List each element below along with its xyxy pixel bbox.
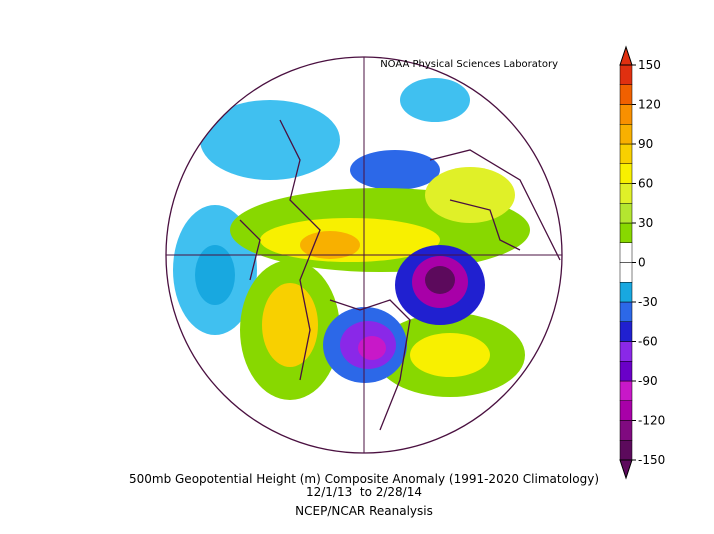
globe-outline xyxy=(165,56,563,454)
colorbar-band xyxy=(619,163,633,184)
anomaly-area xyxy=(410,333,490,377)
colorbar-tick-label: -90 xyxy=(638,374,658,388)
colorbar-band xyxy=(619,143,633,164)
colorbar-band xyxy=(619,242,633,263)
colorbar-tick-label: 150 xyxy=(638,58,661,72)
colorbar-tick-label: -60 xyxy=(638,335,658,349)
map xyxy=(166,57,562,453)
colorbar-band xyxy=(619,203,633,224)
colorbar-band xyxy=(619,282,633,303)
caption-source: NCEP/NCAR Reanalysis xyxy=(295,504,433,518)
colorbar-band xyxy=(619,262,633,283)
colorbar-band xyxy=(619,124,633,145)
colorbar-band xyxy=(619,420,633,441)
colorbar-band xyxy=(619,361,633,382)
colorbar-band xyxy=(619,321,633,342)
anomaly-area xyxy=(350,150,440,190)
colorbar-arrow xyxy=(619,459,633,480)
colorbar-arrow xyxy=(619,45,633,66)
colorbar-band xyxy=(619,64,633,85)
colorbar-band xyxy=(619,301,633,322)
colorbar-tick-label: -150 xyxy=(638,453,665,467)
colorbar-band xyxy=(619,104,633,125)
colorbar-band xyxy=(619,183,633,204)
colorbar-tick-label: -120 xyxy=(638,414,665,428)
anomaly-area xyxy=(195,245,235,305)
anomaly-area xyxy=(262,283,318,367)
colorbar-tick-label: 90 xyxy=(638,137,653,151)
colorbar-band xyxy=(619,440,633,461)
colorbar-tick-label: 120 xyxy=(638,98,661,112)
colorbar-tick-label: 0 xyxy=(638,256,646,270)
anomaly-area xyxy=(425,167,515,223)
colorbar-tick-label: -30 xyxy=(638,295,658,309)
colorbar-band xyxy=(619,380,633,401)
anomaly-area xyxy=(200,100,340,180)
colorbar-tick-label: 60 xyxy=(638,177,653,191)
colorbar: 150 120 90 60 30 0 -30 -60 -90 -120 -150 xyxy=(619,45,665,480)
colorbar-tick-label: 30 xyxy=(638,216,653,230)
caption-dates: 12/1/13 to 2/28/14 xyxy=(306,485,422,499)
credit: NOAA Physical Sciences Laboratory xyxy=(380,59,558,70)
colorbar-band xyxy=(619,222,633,243)
anomaly-area xyxy=(358,336,386,360)
colorbar-band xyxy=(619,84,633,105)
anomaly-area xyxy=(425,266,455,294)
anomaly-area xyxy=(400,78,470,122)
caption-title: 500mb Geopotential Height (m) Composite … xyxy=(129,472,599,486)
coastline xyxy=(239,119,561,431)
colorbar-band xyxy=(619,400,633,421)
colorbar-band xyxy=(619,341,633,362)
anomaly-area xyxy=(300,231,360,259)
